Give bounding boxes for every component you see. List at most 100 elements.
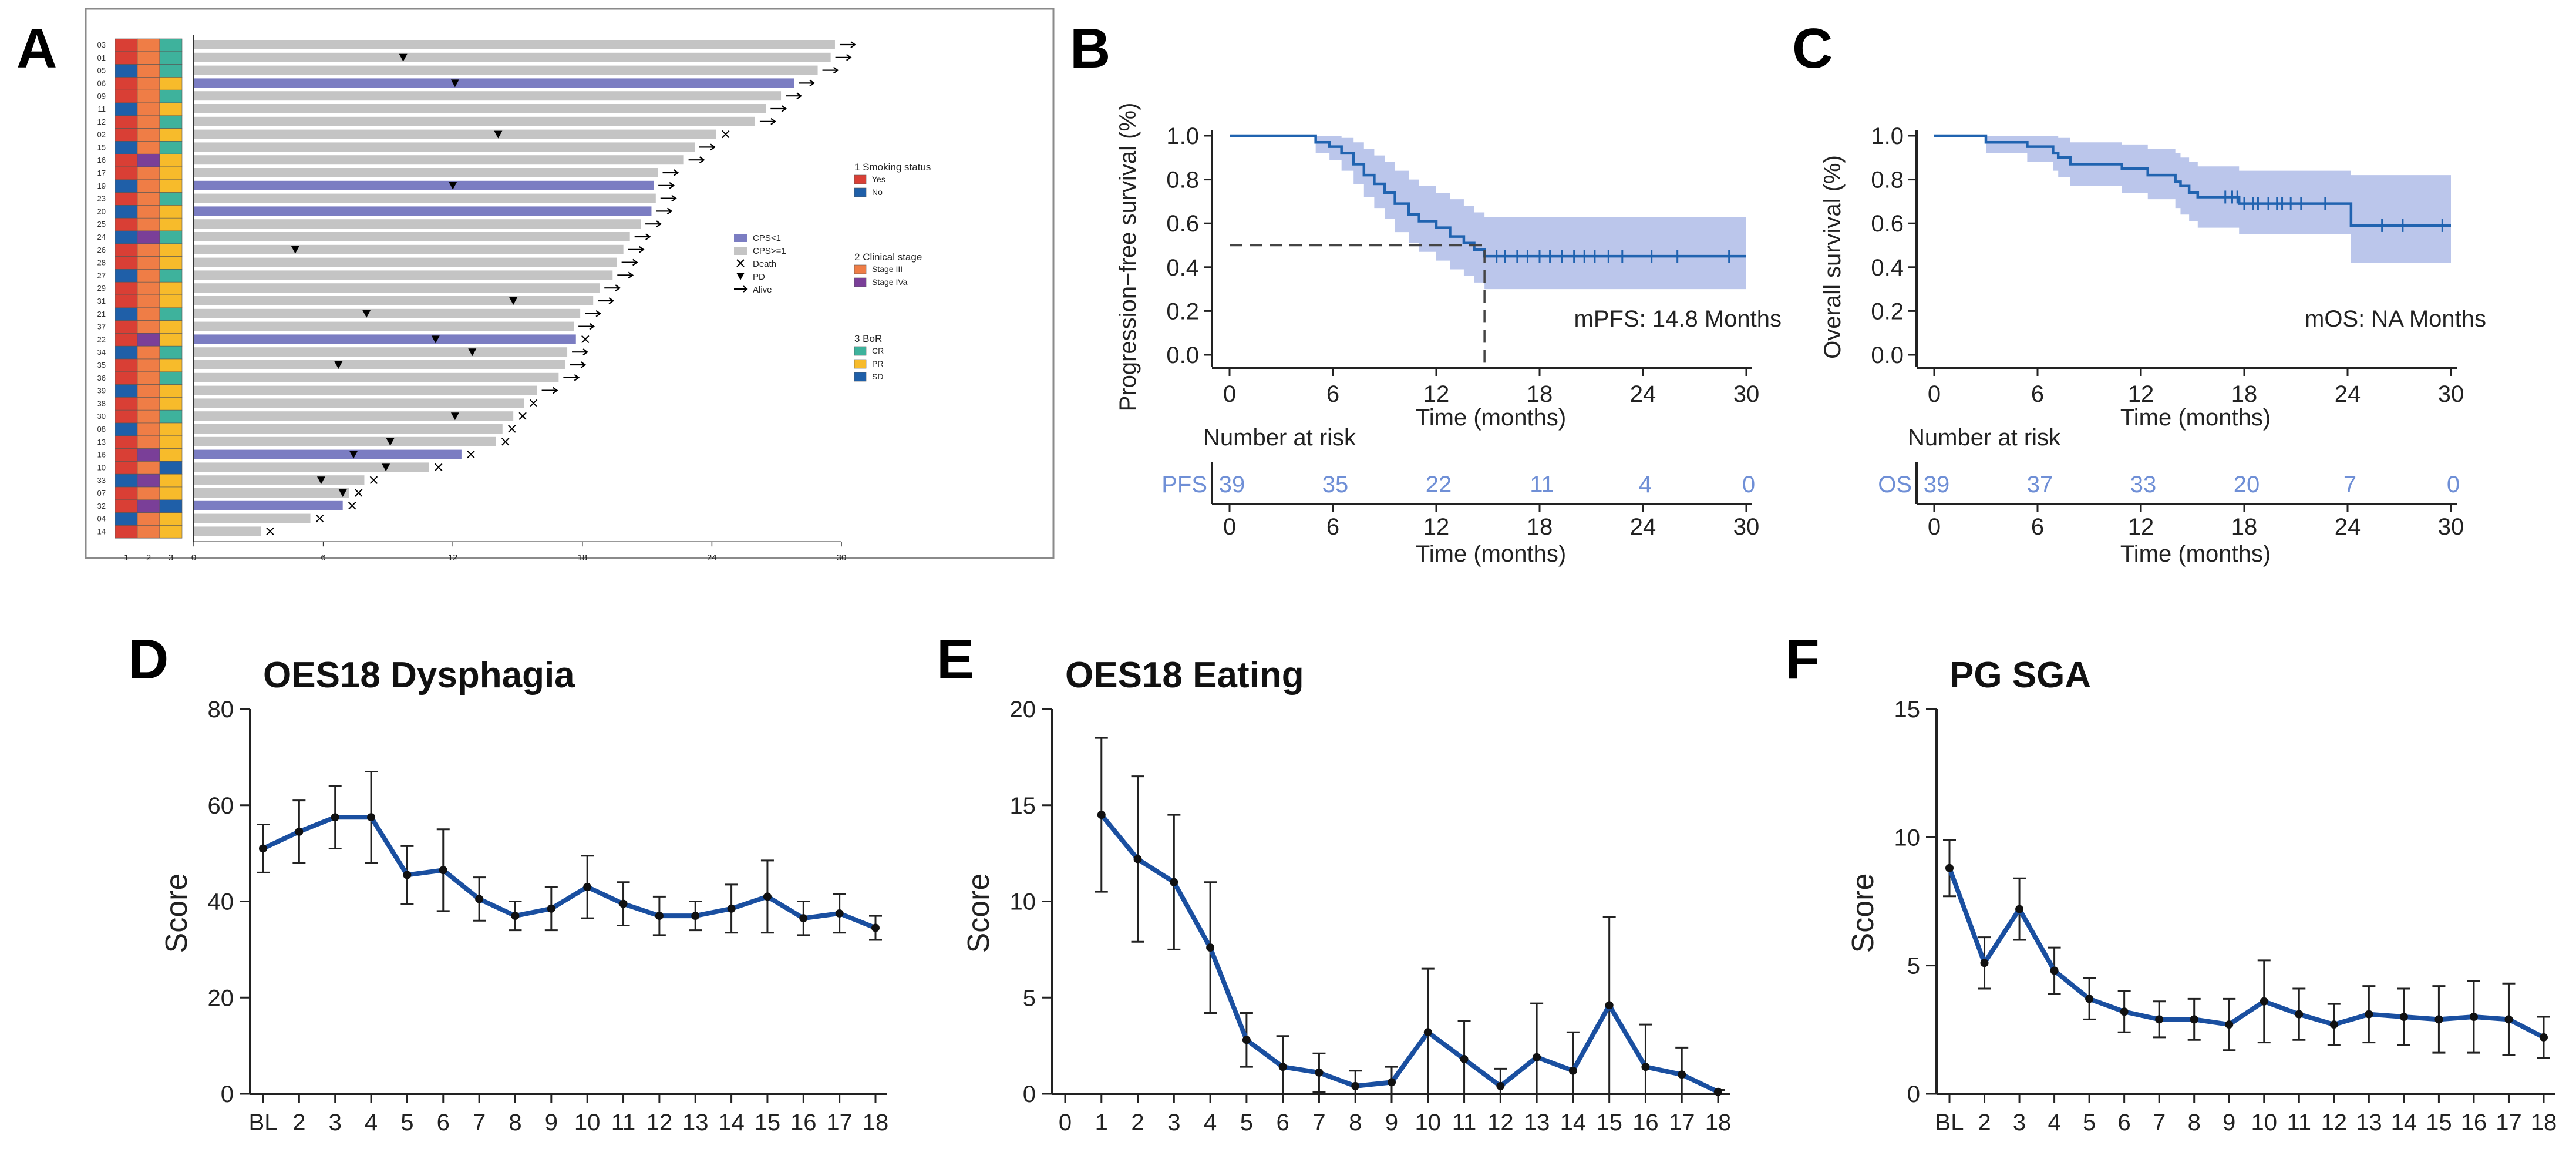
- stage-cell: [137, 230, 160, 244]
- data-point: [1945, 864, 1954, 872]
- panel-letter-c: C: [1792, 17, 1833, 80]
- x-tick-label: 6: [1277, 1110, 1289, 1135]
- y-tick-label: 20: [208, 985, 234, 1011]
- median-line: [1230, 244, 1486, 365]
- bor-cell: [159, 243, 183, 257]
- patient-bar: [194, 462, 429, 472]
- track-label: 3: [169, 553, 173, 563]
- stage-cell: [137, 345, 160, 360]
- stage-cell: [137, 38, 160, 52]
- risk-count: 39: [1924, 472, 1950, 498]
- patient-id-label: 03: [97, 41, 106, 49]
- alive-arrow: [604, 284, 621, 292]
- patient-bar: [194, 500, 343, 510]
- y-tick-label: 1.0: [1871, 123, 1904, 149]
- alive-arrow: [799, 79, 816, 87]
- data-point: [2295, 1010, 2304, 1019]
- x-tick-label: 17: [826, 1110, 853, 1135]
- series-line: [262, 815, 877, 930]
- data-point: [1170, 878, 1178, 886]
- patient-bar: [194, 334, 576, 344]
- patient-bar: [194, 232, 630, 241]
- smoking-cell: [115, 217, 138, 231]
- x-tick-label: 1: [1095, 1110, 1108, 1135]
- y-tick-label: 15: [1894, 697, 1921, 723]
- x-tick-label: 11: [2287, 1110, 2312, 1135]
- x-tick-label: 17: [1669, 1110, 1695, 1135]
- death-marker: [501, 438, 510, 446]
- data-point: [2399, 1013, 2408, 1021]
- patient-id-label: 02: [97, 130, 106, 139]
- data-point: [403, 871, 412, 879]
- alive-arrow: [759, 117, 776, 125]
- stage-cell: [137, 269, 160, 283]
- risk-count: 35: [1322, 472, 1349, 498]
- patient-bar: [194, 526, 261, 536]
- x-tick-label: 3: [2013, 1110, 2026, 1135]
- data-point: [799, 914, 808, 923]
- death-marker: [722, 130, 730, 139]
- patient-id-label: 26: [97, 246, 106, 254]
- x-tick-label: 15: [1596, 1110, 1622, 1135]
- data-point: [1097, 811, 1106, 819]
- x-tick-label: 12: [646, 1110, 673, 1135]
- panel-f: F PG SGA 0 5 10 15 Score BL 2 3 4 5 6 7 8 9 10 11 12 13 14 1…: [1750, 605, 2576, 1146]
- data-point: [2190, 1015, 2198, 1024]
- patient-bar: [194, 168, 658, 177]
- patient-id-label: 07: [97, 489, 106, 498]
- legend-group-title: 3 BoR: [854, 333, 882, 344]
- patient-bar: [194, 206, 652, 216]
- bor-cell: [159, 192, 183, 206]
- pd-marker: [449, 182, 457, 190]
- bor-cell: [159, 320, 183, 334]
- panel-letter-a: A: [16, 17, 57, 80]
- x-tick-label: 6: [1326, 381, 1339, 407]
- x-tick-label: 13: [682, 1110, 709, 1135]
- panel-letter-e: E: [937, 628, 974, 691]
- y-tick-label: 0: [1023, 1081, 1036, 1107]
- x-tick-label: 7: [473, 1110, 486, 1135]
- legend-swatch: [854, 346, 867, 356]
- chart-title: OES18 Eating: [1065, 655, 1304, 696]
- stage-cell: [137, 205, 160, 219]
- smoking-cell: [115, 461, 138, 475]
- alive-arrow: [578, 322, 595, 330]
- smoking-cell: [115, 384, 138, 398]
- smoking-cell: [115, 525, 138, 539]
- smoking-cell: [115, 51, 138, 65]
- legend-item: No: [872, 187, 883, 197]
- data-point: [295, 827, 304, 836]
- patient-bar: [194, 411, 514, 421]
- stage-cell: [137, 179, 160, 193]
- x-tick-label: 13: [2356, 1110, 2382, 1135]
- pd-marker: [349, 451, 358, 459]
- stage-cell: [137, 384, 160, 398]
- y-tick-label: 0.6: [1166, 211, 1199, 237]
- smoking-cell: [115, 371, 138, 385]
- smoking-cell: [115, 333, 138, 347]
- data-point: [1206, 943, 1215, 952]
- legend-cps-lt1: CPS<1: [753, 233, 781, 243]
- risk-table-title: Number at risk: [1908, 425, 2061, 451]
- legend-group-title: 1 Smoking status: [854, 162, 931, 173]
- smoking-cell: [115, 345, 138, 360]
- bor-cell: [159, 499, 183, 513]
- patient-bar: [194, 283, 600, 293]
- pd-marker: [334, 361, 343, 369]
- bor-cell: [159, 333, 183, 347]
- patient-id-label: 06: [97, 79, 106, 88]
- smoking-cell: [115, 499, 138, 513]
- alive-arrow: [628, 246, 645, 253]
- patient-id-label: 39: [97, 387, 106, 395]
- patient-id-label: 36: [97, 374, 106, 382]
- patient-id-label: 10: [97, 463, 106, 472]
- y-tick-label: 0.8: [1871, 167, 1904, 193]
- patient-id-label: 33: [97, 476, 106, 485]
- x-tick-label: 5: [400, 1110, 413, 1135]
- data-point: [2050, 966, 2059, 975]
- data-point: [727, 904, 736, 913]
- legend-swatch: [854, 277, 867, 287]
- alive-arrow: [598, 297, 615, 304]
- patient-id-label: 08: [97, 425, 106, 434]
